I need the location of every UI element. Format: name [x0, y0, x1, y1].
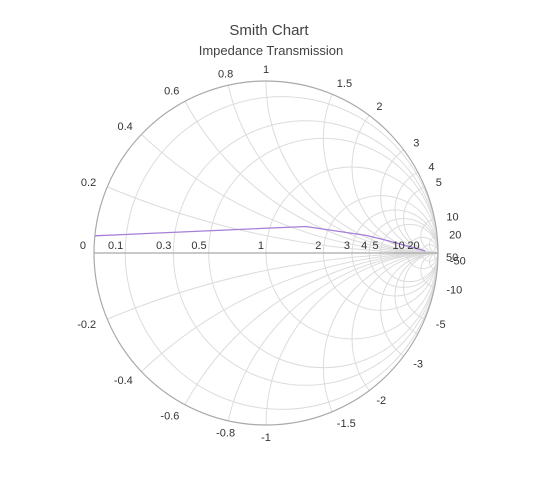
- resistance-tick-label: 0.3: [156, 240, 171, 252]
- resistance-tick-label: 10: [392, 240, 404, 252]
- series-layer: [94, 225, 426, 252]
- reactance-arc: [351, 252, 438, 425]
- resistance-tick-label: 4: [361, 240, 367, 252]
- reactance-tick-label: -0.6: [160, 410, 179, 422]
- reactance-tick-label: -0.8: [216, 428, 235, 440]
- reactance-tick-label: -1.5: [337, 418, 356, 430]
- chart-subtitle: Impedance Transmission: [199, 43, 344, 58]
- reactance-arc: [322, 252, 438, 425]
- reactance-arc: [394, 166, 438, 254]
- reactance-tick-label: 0.2: [81, 177, 96, 189]
- reactance-arc: [265, 252, 438, 425]
- resistance-tick-label: 5: [373, 240, 379, 252]
- reactance-arc: [94, 252, 438, 425]
- reactance-tick-label: 0.6: [164, 86, 179, 98]
- series-line: [94, 225, 426, 252]
- resistance-tick-label: 2: [315, 240, 321, 252]
- reactance-tick-label: -2: [376, 395, 386, 407]
- reactance-tick-label: -10: [446, 284, 462, 296]
- reactance-tick-label: 0.4: [118, 121, 133, 133]
- outer-circle: [93, 80, 439, 426]
- resistance-tick-label: 0: [80, 240, 86, 252]
- resistance-tick-label: 0.1: [108, 240, 123, 252]
- reactance-tick-label: 20: [449, 230, 461, 242]
- reactance-tick-label: 1: [263, 64, 269, 76]
- reactance-arc: [150, 252, 438, 425]
- reactance-tick-label: 0.8: [218, 69, 233, 81]
- resistance-tick-label: 1: [258, 240, 264, 252]
- reactance-tick-label: -5: [436, 319, 446, 331]
- resistance-tick-label: 3: [344, 240, 350, 252]
- reactance-arc: [394, 252, 438, 340]
- chart-title: Smith Chart: [229, 22, 309, 39]
- resistance-tick-label: 0.5: [191, 240, 206, 252]
- resistance-tick-label: 50: [446, 252, 458, 264]
- reactance-tick-label: 3: [413, 138, 419, 150]
- resistance-tick-label: 20: [407, 240, 419, 252]
- reactance-tick-label: 4: [428, 161, 434, 173]
- reactance-arc: [351, 81, 438, 254]
- reactance-tick-label: 5: [436, 177, 442, 189]
- reactance-tick-label: 10: [446, 212, 458, 224]
- reactance-tick-label: -1: [261, 432, 271, 444]
- reactance-arc: [403, 252, 438, 323]
- reactance-arc: [322, 81, 438, 254]
- reactance-tick-label: -0.2: [77, 319, 96, 331]
- reactance-tick-label: 2: [376, 101, 382, 113]
- reactance-arc: [150, 81, 438, 254]
- reactance-tick-label: -0.4: [114, 375, 133, 387]
- reactance-tick-label: -3: [413, 358, 423, 370]
- reactance-arc: [403, 183, 438, 254]
- reactance-tick-label: -50: [450, 255, 466, 267]
- reactance-tick-label: 1.5: [337, 78, 352, 90]
